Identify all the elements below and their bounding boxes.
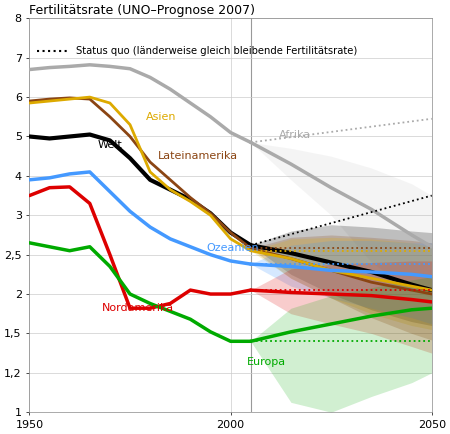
Text: Ozeanien: Ozeanien	[207, 243, 259, 253]
Text: Lateinamerika: Lateinamerika	[158, 151, 238, 161]
Text: Welt: Welt	[98, 140, 122, 150]
Text: Nordamerika: Nordamerika	[102, 303, 174, 313]
Text: Afrika: Afrika	[279, 129, 311, 139]
Text: Status quo (länderweise gleich bleibende Fertilitätsrate): Status quo (länderweise gleich bleibende…	[76, 46, 357, 56]
Text: Fertilitätsrate (UNO–Prognose 2007): Fertilitätsrate (UNO–Prognose 2007)	[29, 4, 256, 17]
Text: Asien: Asien	[146, 112, 176, 122]
Text: Europa: Europa	[247, 357, 286, 367]
